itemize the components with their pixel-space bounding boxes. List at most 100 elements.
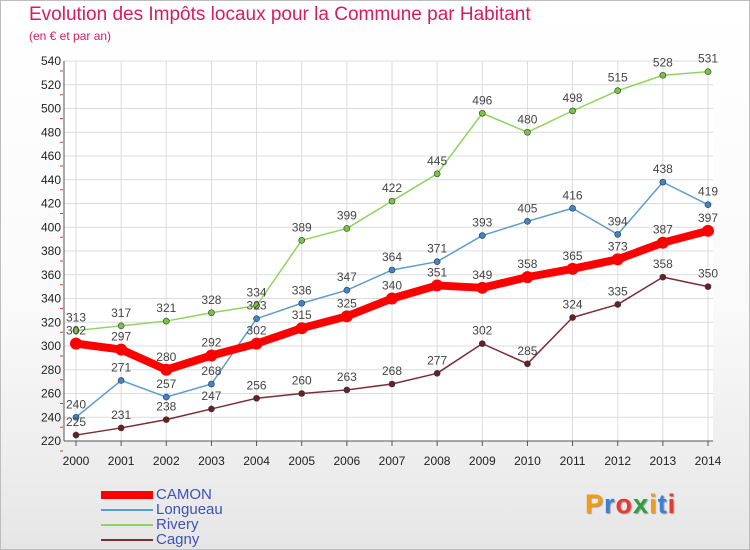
x-tick-label: 2001 (108, 454, 135, 468)
data-label-cagny: 231 (111, 408, 131, 422)
legend-label-cagny: Cagny (156, 531, 200, 548)
data-label-rivery: 321 (156, 301, 176, 315)
y-tick-label: 260 (41, 387, 61, 401)
data-point-rivery (659, 71, 667, 79)
data-point-longueau (253, 315, 260, 322)
data-label-camon: 358 (517, 257, 537, 271)
data-label-cagny: 263 (337, 370, 357, 384)
y-tick-label: 520 (41, 78, 61, 92)
y-tick-label: 220 (41, 434, 61, 448)
x-tick-label: 2007 (379, 454, 406, 468)
data-label-camon: 340 (382, 279, 402, 293)
data-label-rivery: 334 (247, 286, 267, 300)
x-tick-label: 2008 (424, 454, 451, 468)
y-tick-label: 240 (41, 410, 61, 424)
data-point-longueau (433, 258, 441, 265)
x-tick-label: 2012 (604, 454, 631, 468)
logo-letter: i (649, 489, 658, 519)
data-point-camon (521, 271, 534, 284)
data-label-rivery: 498 (563, 91, 583, 105)
logo-letter: P (585, 489, 605, 519)
data-label-rivery: 389 (292, 220, 312, 234)
data-point-rivery (478, 109, 486, 117)
legend-item-longueau: Longueau (101, 502, 223, 518)
x-tick-label: 2002 (153, 454, 180, 468)
data-point-longueau (162, 393, 170, 401)
data-point-cagny (388, 380, 396, 388)
data-point-cagny (208, 405, 215, 413)
legend-swatch-camon (101, 491, 153, 499)
data-label-camon: 302 (66, 324, 86, 338)
x-tick-label: 2004 (243, 454, 270, 468)
data-point-longueau (388, 266, 396, 274)
data-point-cagny (72, 431, 80, 439)
data-label-longueau: 364 (382, 250, 402, 264)
x-tick-label: 2003 (198, 454, 225, 468)
x-tick-label: 2005 (288, 454, 315, 468)
data-label-cagny: 302 (472, 324, 492, 338)
data-label-cagny: 247 (201, 389, 221, 403)
data-label-rivery: 445 (427, 154, 447, 168)
data-point-camon (295, 322, 308, 335)
y-tick-label: 360 (41, 268, 61, 282)
legend-label-rivery: Rivery (156, 516, 199, 533)
y-tick-label: 400 (41, 220, 61, 234)
logo-letter: x (633, 489, 650, 519)
data-point-rivery (72, 327, 80, 334)
data-point-rivery (208, 309, 215, 317)
data-label-longueau: 405 (517, 201, 537, 215)
data-point-rivery (388, 197, 396, 205)
data-point-camon (702, 224, 714, 237)
data-label-longueau: 394 (608, 214, 628, 228)
chart-title: Evolution des Impôts locaux pour la Comm… (29, 4, 531, 25)
data-point-cagny (524, 360, 531, 368)
data-point-longueau (659, 178, 667, 186)
data-label-cagny: 225 (66, 415, 86, 429)
legend-label-longueau: Longueau (156, 501, 223, 518)
data-point-longueau (478, 232, 486, 239)
y-tick-label: 440 (41, 173, 61, 187)
data-label-longueau: 336 (292, 283, 312, 297)
data-label-cagny: 350 (698, 267, 718, 281)
legend-label-camon: CAMON (156, 486, 212, 503)
data-point-rivery (117, 322, 125, 330)
data-label-longueau: 371 (427, 242, 447, 256)
y-tick-label: 280 (41, 363, 61, 377)
data-point-longueau (614, 231, 622, 238)
data-label-camon: 325 (337, 296, 357, 310)
y-tick-label: 380 (41, 244, 61, 258)
data-point-camon (205, 349, 218, 362)
data-label-camon: 373 (608, 239, 628, 253)
data-point-camon (115, 343, 128, 356)
data-label-longueau: 323 (247, 299, 267, 313)
logo-letter: r (604, 489, 616, 519)
data-point-cagny (614, 301, 622, 308)
data-point-rivery (343, 225, 351, 232)
legend-swatch-cagny (101, 539, 153, 541)
data-label-cagny: 268 (382, 364, 402, 378)
data-label-rivery: 313 (66, 311, 86, 325)
y-tick-label: 500 (41, 102, 61, 116)
data-label-longueau: 257 (156, 377, 176, 391)
logo-letter: t (657, 489, 668, 519)
data-label-camon: 292 (201, 336, 221, 350)
data-label-rivery: 528 (653, 55, 673, 69)
data-point-cagny (298, 390, 306, 397)
x-tick-label: 2014 (695, 454, 722, 468)
y-tick-label: 460 (41, 149, 61, 163)
data-label-cagny: 358 (653, 257, 673, 271)
data-point-longueau (569, 204, 576, 212)
data-label-camon: 351 (427, 265, 447, 279)
data-label-cagny: 238 (156, 400, 176, 414)
data-label-rivery: 399 (337, 208, 357, 222)
data-point-cagny (704, 283, 712, 290)
data-label-rivery: 422 (382, 181, 402, 195)
data-point-cagny (117, 424, 125, 432)
data-point-rivery (298, 237, 306, 244)
data-point-longueau (704, 201, 712, 208)
data-label-camon: 315 (292, 308, 312, 322)
data-label-rivery: 531 (698, 52, 718, 66)
data-point-cagny (659, 273, 667, 281)
